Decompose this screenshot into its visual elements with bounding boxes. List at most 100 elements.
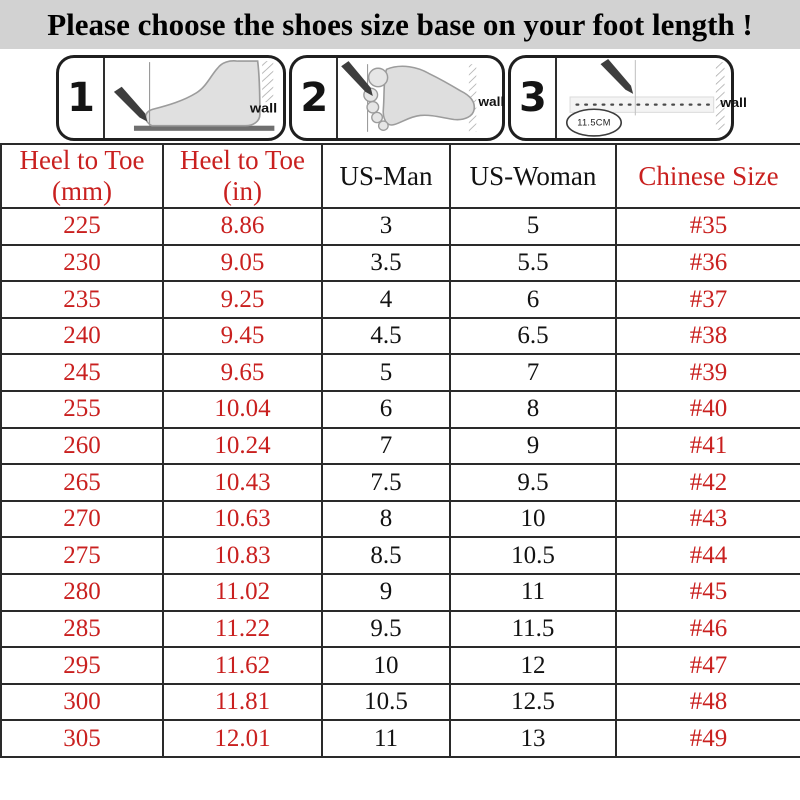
size-cell: 5.5: [449, 243, 617, 283]
size-cell: #41: [615, 426, 800, 466]
size-cell: 225: [0, 207, 164, 246]
toe-icon: [378, 120, 390, 131]
wall-hatch-icon: [715, 62, 725, 130]
size-cell: #38: [615, 316, 800, 356]
size-cell: 8.5: [321, 536, 451, 576]
size-cell: #36: [615, 243, 800, 283]
size-cell: 6.5: [449, 316, 617, 356]
size-cell: 10.5: [321, 682, 451, 722]
size-cell: 9.05: [162, 243, 323, 283]
instruction-panel-1: 1 wall: [56, 55, 287, 141]
size-cell: 270: [0, 499, 164, 539]
toe-icon: [366, 100, 380, 114]
size-cell: 11.62: [162, 646, 323, 685]
size-cell: 4.5: [321, 316, 451, 356]
big-toe-icon: [368, 67, 389, 88]
instruction-panel-2: 2 wall: [289, 55, 505, 141]
step-3-number: 3: [511, 58, 557, 138]
size-cell: 245: [0, 353, 164, 393]
size-cell: 3.5: [321, 243, 451, 283]
size-cell: 10.24: [162, 426, 323, 466]
pencil-icon: [341, 61, 374, 96]
measure-circle-icon: [565, 108, 622, 137]
size-cell: #48: [615, 682, 800, 722]
size-cell: #42: [615, 463, 800, 502]
header-row: Heel to Toe (mm) Heel to Toe (in) US-Man US-W…: [0, 142, 800, 210]
column-header: Heel to Toe (mm): [0, 142, 164, 210]
size-cell: 9: [449, 426, 617, 466]
wall-label: wall: [719, 96, 747, 111]
size-cell: 265: [0, 463, 164, 502]
wall-hatch-icon: [469, 64, 477, 132]
size-cell: 11: [449, 573, 617, 612]
size-cell: 13: [449, 719, 617, 758]
toe-icon: [371, 111, 384, 124]
size-cell: 230: [0, 243, 164, 283]
size-cell: 240: [0, 316, 164, 356]
size-cell: 10: [321, 646, 451, 685]
size-cell: #37: [615, 280, 800, 319]
size-cell: 9.5: [449, 463, 617, 502]
size-cell: #49: [615, 719, 800, 758]
size-cell: #44: [615, 536, 800, 576]
size-cell: 10.04: [162, 390, 323, 429]
size-cell: 12.5: [449, 682, 617, 722]
wall-label: wall: [249, 100, 277, 115]
table-row: 305 12.01 11 13 #49: [0, 719, 800, 758]
size-cell: #35: [615, 207, 800, 246]
column-header: US-Woman: [449, 142, 617, 210]
size-cell: 11.5: [449, 609, 617, 649]
column-header: Chinese Size: [615, 142, 800, 210]
table-row: 230 9.05 3.5 5.5 #36: [0, 243, 800, 283]
table-row: 225 8.86 3 5 #35: [0, 207, 800, 246]
size-cell: 305: [0, 719, 164, 758]
table-row: 245 9.65 5 7 #39: [0, 353, 800, 393]
size-cell: 10.63: [162, 499, 323, 539]
size-cell: 7.5: [321, 463, 451, 502]
measure-band: [569, 96, 715, 113]
size-cell: #45: [615, 573, 800, 612]
table-row: 275 10.83 8.5 10.5 #44: [0, 536, 800, 576]
table-row: 235 9.25 4 6 #37: [0, 280, 800, 319]
size-cell: 8: [321, 499, 451, 539]
column-header: US-Man: [321, 142, 451, 210]
table-row: 300 11.81 10.5 12.5 #48: [0, 682, 800, 722]
size-cell: 8: [449, 390, 617, 429]
size-cell: 11.22: [162, 609, 323, 649]
size-cell: 235: [0, 280, 164, 319]
table-row: 265 10.43 7.5 9.5 #42: [0, 463, 800, 502]
table-row: 285 11.22 9.5 11.5 #46: [0, 609, 800, 649]
size-cell: 12: [449, 646, 617, 685]
page-title: Please choose the shoes size base on you…: [0, 0, 800, 49]
size-cell: 260: [0, 426, 164, 466]
table-row: 255 10.04 6 8 #40: [0, 390, 800, 429]
size-cell: 9.65: [162, 353, 323, 393]
size-cell: 9.45: [162, 316, 323, 356]
size-table: Heel to Toe (mm) Heel to Toe (in) US-Man US-W…: [0, 142, 800, 758]
step-1-number: 1: [59, 58, 105, 138]
size-cell: #40: [615, 390, 800, 429]
size-cell: #39: [615, 353, 800, 393]
foot-side-icon: [144, 60, 261, 127]
table-row: 270 10.63 8 10 #43: [0, 499, 800, 539]
size-cell: 10.5: [449, 536, 617, 576]
step-2-art: wall: [338, 58, 505, 138]
size-cell: 4: [321, 280, 451, 319]
table-row: 240 9.45 4.5 6.5 #38: [0, 316, 800, 356]
size-cell: 7: [321, 426, 451, 466]
size-table-body: 225 8.86 3 5 #35 230 9.05 3.5 5.5 #36 235 9.25 4 6 #37…: [0, 207, 800, 758]
table-row: 260 10.24 7 9 #41: [0, 426, 800, 466]
size-cell: 295: [0, 646, 164, 685]
size-cell: 255: [0, 390, 164, 429]
wall-hatch-icon: [262, 61, 274, 103]
table-row: 280 11.02 9 11 #45: [0, 573, 800, 612]
table-row: 295 11.62 10 12 #47: [0, 646, 800, 685]
size-cell: 275: [0, 536, 164, 576]
measure-instructions: 1 wall 2: [56, 55, 747, 141]
size-cell: 285: [0, 609, 164, 649]
size-cell: 12.01: [162, 719, 323, 758]
step-2-number: 2: [292, 58, 339, 138]
column-header: Heel to Toe (in): [162, 142, 323, 210]
size-cell: 3: [321, 207, 451, 246]
instruction-panel-3: 3 11.5CM wall: [507, 55, 747, 141]
